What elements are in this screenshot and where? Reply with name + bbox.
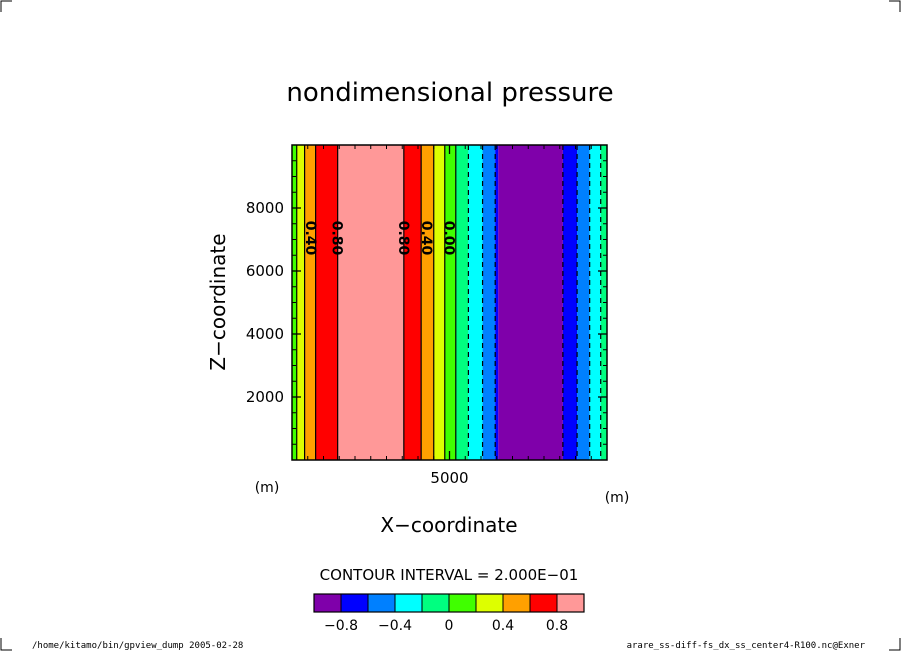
colorbar-swatch-2	[367, 593, 396, 613]
band-2	[304, 145, 316, 460]
footer-right: arare_ss-diff-fs_dx_ss_center4-R100.nc@E…	[627, 641, 866, 651]
band-11	[482, 145, 496, 460]
crop-mark-bottom-left	[0, 638, 12, 651]
contour-labels: 0.40 0.80 0.80 0.40 0.00	[302, 221, 457, 256]
colorbar-tick-label-3: 0.4	[492, 618, 514, 634]
colorbar-swatch-1	[340, 593, 369, 613]
colorbar-swatch-4	[421, 593, 450, 613]
contour-label-3: 0.40	[418, 221, 434, 256]
band-13	[498, 145, 563, 460]
y-tick-label-3: 8000	[246, 199, 284, 217]
band-14	[562, 145, 578, 460]
crop-mark-top-right	[889, 0, 901, 12]
colorbar-swatch-8	[529, 593, 558, 613]
colorbar-swatch-7	[502, 593, 531, 613]
band-4	[337, 145, 404, 460]
band-16	[589, 145, 601, 460]
colorbar-swatch-0	[313, 593, 342, 613]
colorbar-tick-label-1: −0.4	[378, 618, 412, 634]
x-axis-unit: (m)	[255, 480, 280, 496]
colorbar-tick-label-4: 0.8	[546, 618, 568, 634]
contour-label-0: 0.40	[302, 221, 318, 256]
colorbar-swatch-3	[394, 593, 423, 613]
band-6	[421, 145, 434, 460]
colorbar-tick-label-0: −0.8	[324, 618, 358, 634]
colorbar-swatch-5	[448, 593, 477, 613]
band-9	[455, 145, 469, 460]
band-3	[315, 145, 338, 460]
crop-mark-top-left	[0, 0, 12, 12]
y-axis-unit: (m)	[605, 490, 630, 506]
crop-mark-bottom-right	[889, 638, 901, 651]
y-tick-label-0: 2000	[246, 388, 284, 406]
contour-label-4: 0.00	[441, 221, 457, 256]
x-axis-ticks: 5000	[430, 145, 469, 487]
contour-label-1: 0.80	[329, 221, 345, 256]
colorbar-tick-label-2: 0	[445, 618, 454, 634]
band-1	[296, 145, 305, 460]
y-axis-label: Z−coordinate	[206, 233, 230, 370]
footer-left: /home/kitamo/bin/gpview_dump 2005-02-28	[32, 641, 243, 651]
band-5	[403, 145, 422, 460]
contour-label-2: 0.80	[395, 221, 411, 256]
y-tick-label-2: 6000	[246, 262, 284, 280]
x-tick-label-0: 5000	[430, 469, 468, 487]
y-axis-ticks: 2000 4000 6000 8000	[246, 199, 607, 406]
colorbar-frame	[313, 593, 585, 613]
contour-lines	[296, 145, 602, 460]
colorbar	[313, 593, 585, 613]
band-12	[495, 145, 499, 460]
colorbar-tick-labels: −0.8 −0.4 0 0.4 0.8	[324, 618, 568, 634]
band-7	[433, 145, 445, 460]
chart-title: nondimensional pressure	[286, 78, 613, 108]
x-axis-label: X−coordinate	[380, 513, 517, 537]
band-10	[468, 145, 483, 460]
contour-interval-text: CONTOUR INTERVAL = 2.000E−01	[320, 566, 579, 584]
y-tick-label-1: 4000	[246, 325, 284, 343]
band-8	[444, 145, 456, 460]
band-15	[577, 145, 590, 460]
colorbar-swatch-6	[475, 593, 504, 613]
shaded-bands	[292, 145, 607, 460]
colorbar-swatch-9	[556, 593, 585, 613]
